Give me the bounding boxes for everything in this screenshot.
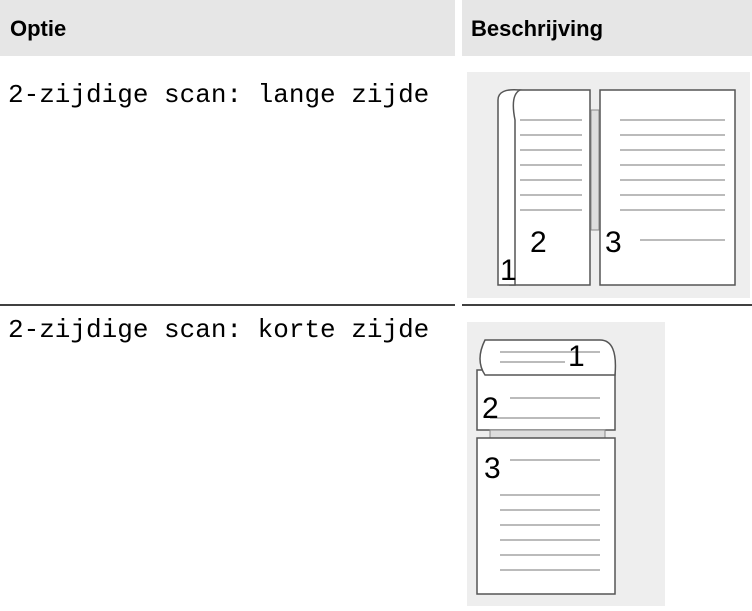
illustration: 1 2 3 [467,72,750,298]
header-text: Beschrijving [471,16,603,41]
page-number: 1 [568,340,585,373]
page-number: 3 [605,226,622,259]
page-number: 2 [482,392,499,425]
header-cell [0,0,455,56]
illustration: 1 2 3 [467,322,665,606]
header-cell [462,0,752,56]
page-number: 3 [484,452,501,485]
page-number: 2 [530,226,547,259]
option-text: 2-zijdige scan: korte zijde [8,315,429,345]
option-text: 2-zijdige scan: lange zijde [8,80,429,110]
page-number: 1 [500,254,517,287]
header-text: Optie [10,16,66,41]
